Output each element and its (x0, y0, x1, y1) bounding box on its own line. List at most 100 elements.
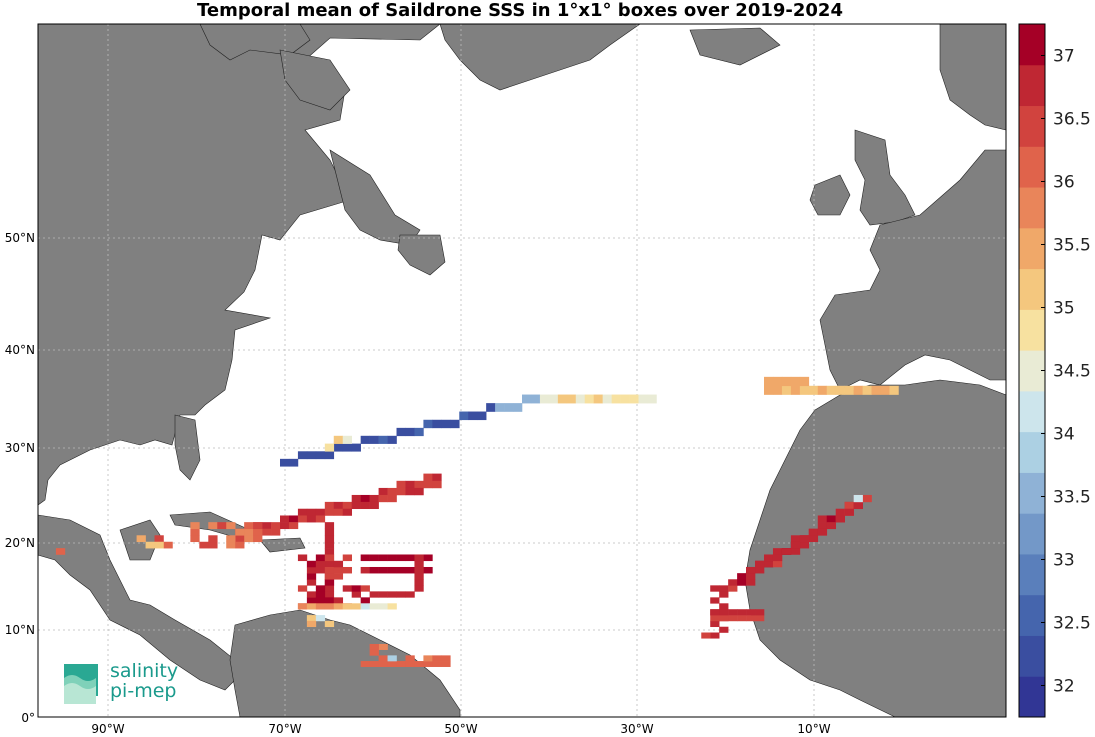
sss-cell (351, 603, 361, 610)
sss-cell (772, 385, 783, 395)
colorbar-segment (1019, 146, 1045, 188)
sss-cell (719, 591, 729, 598)
sss-cell (817, 515, 828, 523)
sss-cell (208, 541, 218, 549)
sss-cell (799, 535, 810, 543)
sss-cell (414, 579, 424, 586)
sss-cell (737, 579, 747, 586)
greenland (439, 23, 641, 91)
sss-cell (432, 419, 442, 429)
sss-cell (324, 443, 335, 452)
sss-cell (638, 394, 648, 404)
sss-cell (772, 554, 783, 562)
colorbar-segment (1019, 635, 1045, 677)
sss-cell (764, 554, 774, 562)
sss-cell (772, 376, 783, 387)
sss-cell (324, 566, 335, 574)
sss-cell (324, 522, 335, 530)
colorbar-tick-label: 32.5 (1053, 614, 1091, 634)
sss-cell (235, 541, 245, 549)
sss-cell (315, 591, 326, 598)
sss-cell (306, 566, 317, 574)
sss-cell (271, 528, 281, 536)
sss-cell (405, 566, 415, 574)
sss-cell (369, 501, 379, 510)
sss-cell (728, 579, 738, 586)
sss-cell (710, 620, 720, 628)
sss-cell (315, 615, 326, 622)
sss-cell (755, 609, 765, 616)
sss-cell (288, 458, 299, 467)
sss-cell (324, 554, 335, 562)
sss-cell (396, 427, 406, 437)
colorbar-tick-label: 33 (1053, 551, 1075, 571)
sss-cell (584, 394, 595, 404)
sss-cell (405, 554, 415, 562)
sss-cell (324, 620, 335, 628)
colorbar-tick-label: 37 (1053, 47, 1075, 67)
colorbar-segment (1019, 390, 1045, 433)
sss-cell (306, 451, 317, 460)
sss-cell (369, 649, 379, 656)
sss-cell (764, 376, 774, 387)
sss-cell (297, 554, 308, 562)
sss-cell (423, 554, 433, 562)
sss-cell (611, 394, 621, 404)
sss-cell (844, 385, 854, 395)
sss-cell (441, 419, 451, 429)
land-layer (37, 23, 1007, 718)
sss-cell (414, 566, 424, 574)
sss-cell (324, 508, 335, 516)
sss-cell (387, 655, 397, 662)
sss-cell (405, 480, 415, 489)
sss-cell (701, 632, 711, 639)
colorbar-segment (1019, 472, 1045, 514)
map-title: Temporal mean of Saildrone SSS in 1°x1° … (197, 0, 843, 21)
sss-cell (163, 541, 173, 549)
sss-cell (441, 661, 451, 667)
map-area[interactable] (37, 23, 1007, 718)
colorbar-segment (1019, 187, 1045, 229)
sss-cell (360, 603, 370, 610)
sss-cell (790, 541, 801, 549)
sss-cell (781, 548, 792, 555)
sss-cell (360, 554, 370, 562)
sss-cell (737, 615, 747, 622)
sss-cell (835, 508, 845, 516)
sss-cell (315, 515, 326, 523)
sss-cell (369, 494, 379, 503)
sss-cell (432, 655, 442, 662)
sss-cell (55, 548, 66, 555)
sss-cell (297, 451, 308, 460)
sss-cell (324, 548, 335, 555)
sss-cell (324, 560, 335, 568)
sss-cell (423, 473, 433, 482)
sss-cell (342, 603, 353, 610)
colorbar-segment (1019, 64, 1045, 107)
sss-cell (423, 661, 433, 667)
sss-cell (315, 554, 326, 562)
sss-cell (324, 603, 335, 610)
sss-cell (737, 609, 747, 616)
sss-cell (405, 591, 415, 598)
sss-cell (530, 394, 541, 404)
sss-cell (369, 643, 379, 650)
sss-cell (306, 515, 317, 523)
sss-cell (647, 394, 657, 404)
sss-cell (333, 443, 344, 452)
sss-cell (835, 515, 845, 523)
sss-cell (235, 535, 245, 543)
sss-cell (853, 501, 863, 510)
sss-cell (333, 603, 344, 610)
sss-cell (710, 609, 720, 616)
sss-cell (387, 554, 397, 562)
sss-cell (853, 385, 863, 395)
salinity-pi-mep-logo: salinity pi-mep (62, 660, 202, 704)
sss-cell (378, 435, 388, 444)
sss-cell (737, 573, 747, 580)
sss-cell (288, 515, 299, 523)
sss-cell (280, 515, 290, 523)
lon-tick-label: 70°W (268, 722, 301, 736)
colorbar-segment (1019, 513, 1045, 555)
colorbar-segment (1019, 553, 1045, 596)
